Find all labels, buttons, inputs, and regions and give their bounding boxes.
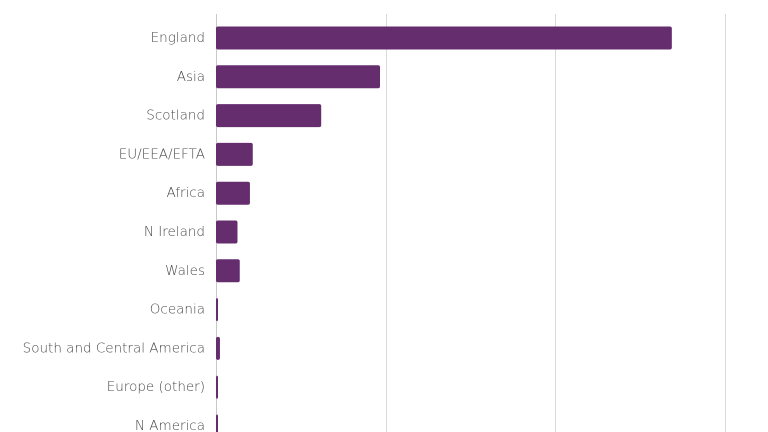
category-label: EU/EEA/EFTA bbox=[119, 146, 205, 162]
category-label: Europe (other) bbox=[107, 379, 205, 395]
bar-n-america bbox=[216, 414, 218, 432]
category-label: South and Central America bbox=[23, 340, 205, 356]
bar-wales bbox=[216, 259, 240, 283]
category-label: Africa bbox=[166, 185, 205, 201]
category-labels: England Asia Scotland EU/EEA/EFTA Africa N Ir… bbox=[23, 30, 205, 432]
category-label: Oceania bbox=[150, 302, 205, 318]
category-label: Asia bbox=[177, 69, 205, 85]
bar-oceania bbox=[216, 298, 218, 322]
category-label: N America bbox=[135, 418, 205, 432]
category-label: England bbox=[151, 30, 205, 46]
bar-asia bbox=[216, 65, 381, 89]
bars bbox=[216, 26, 672, 432]
category-label: Scotland bbox=[146, 108, 205, 124]
bar-england bbox=[216, 26, 672, 50]
bar-n-ireland bbox=[216, 220, 238, 244]
category-label: Wales bbox=[165, 263, 205, 279]
bar-africa bbox=[216, 181, 250, 205]
bar-scotland bbox=[216, 104, 322, 128]
bar-europe-other bbox=[216, 375, 218, 399]
category-label: N Ireland bbox=[144, 224, 205, 240]
bar-south-and-central-america bbox=[216, 336, 220, 360]
bar-eu-eea-efta bbox=[216, 142, 253, 166]
